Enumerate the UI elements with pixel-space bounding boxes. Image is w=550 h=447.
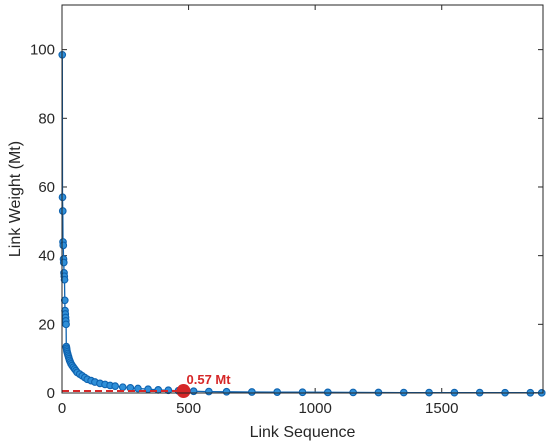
data-point	[59, 258, 68, 267]
y-tick-label: 100	[30, 42, 55, 59]
x-axis-title: Link Sequence	[250, 424, 356, 441]
y-tick-label: 0	[47, 385, 55, 402]
data-point	[154, 386, 163, 394]
y-axis-title: Link Weight (Mt)	[7, 141, 24, 257]
highlight-point	[176, 384, 191, 399]
data-point	[204, 387, 213, 396]
data-point	[189, 387, 198, 396]
y-tick-label: 20	[38, 316, 55, 333]
data-point	[349, 388, 357, 397]
data-point	[59, 241, 68, 250]
x-tick-label: 1500	[425, 400, 458, 417]
data-point	[60, 296, 69, 305]
y-tick-label: 40	[38, 248, 55, 265]
data-point	[222, 387, 231, 396]
data-point	[273, 388, 282, 396]
plot-background	[62, 5, 543, 393]
x-tick-label: 500	[176, 400, 201, 417]
x-axis-ticks: 0 500 1000 1500	[58, 5, 458, 417]
data-point	[298, 388, 307, 397]
data-point	[118, 383, 127, 392]
x-tick-label: 1000	[298, 400, 331, 417]
data-point	[62, 320, 70, 329]
data-point	[248, 388, 256, 396]
x-tick-label: 0	[58, 400, 66, 417]
y-tick-label: 80	[38, 110, 55, 127]
plot-frame	[61, 4, 544, 394]
data-point	[111, 382, 120, 390]
data-point	[58, 207, 67, 215]
data-point	[374, 388, 383, 397]
data-point	[60, 275, 69, 284]
y-axis-ticks: 0 20 40 60 80 100	[30, 42, 543, 402]
data-point	[58, 193, 67, 202]
data-point	[323, 388, 332, 397]
highlight-label: 0.57 Mt	[187, 372, 232, 387]
y-tick-label: 60	[38, 179, 55, 196]
